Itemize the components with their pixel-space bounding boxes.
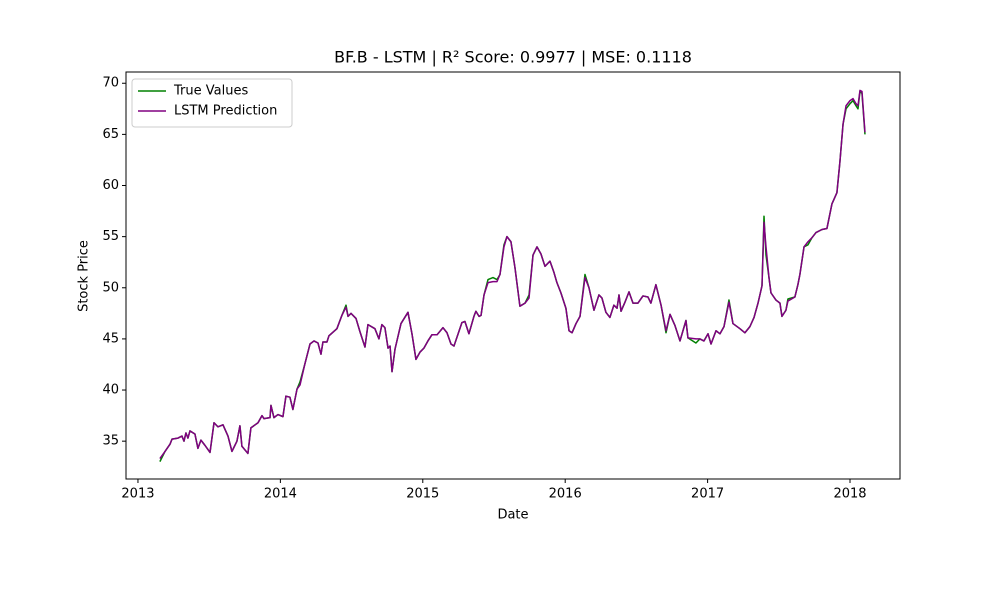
x-tick-label: 2017: [691, 487, 724, 502]
x-axis-label: Date: [497, 508, 528, 523]
legend-label: True Values: [173, 84, 248, 99]
y-tick-label: 40: [102, 383, 119, 398]
y-tick-label: 55: [102, 229, 119, 244]
x-tick-label: 2013: [121, 487, 154, 502]
y-tick-label: 70: [102, 76, 119, 91]
y-tick-label: 45: [102, 331, 119, 346]
y-tick-label: 65: [102, 127, 119, 142]
x-tick-label: 2014: [264, 487, 297, 502]
y-axis-label: Stock Price: [77, 240, 92, 312]
x-tick-label: 2016: [549, 487, 582, 502]
legend-box: [131, 78, 293, 128]
chart-title: BF.B - LSTM | R² Score: 0.9977 | MSE: 0.…: [334, 48, 692, 67]
data-line: [159, 89, 866, 459]
y-tick-label: 35: [102, 434, 119, 449]
y-tick-label: 60: [102, 178, 119, 193]
plot-frame: [125, 71, 901, 480]
y-tick-label: 50: [102, 280, 119, 295]
legend-label: LSTM Prediction: [174, 104, 277, 119]
x-tick-label: 2018: [833, 487, 866, 502]
x-tick-label: 2015: [406, 487, 439, 502]
